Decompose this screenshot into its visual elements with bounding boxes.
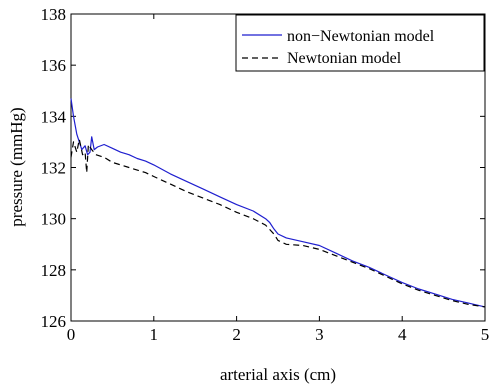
y-tick-label: 134 [41,107,67,126]
x-tick-label: 1 [150,325,159,344]
x-tick-label: 2 [232,325,241,344]
y-tick-label: 128 [41,261,67,280]
y-tick-label: 126 [41,312,67,331]
y-tick-label: 132 [41,159,67,178]
y-tick-label: 130 [41,210,67,229]
axis-ticks: 0 1 2 3 4 5 126 128 130 132 134 136 138 [41,5,490,344]
legend-label-newtonian: Newtonian model [287,50,402,67]
x-axis-title: arterial axis (cm) [220,365,336,384]
series-line-newtonian [70,138,486,308]
y-tick-label: 138 [41,5,67,24]
x-tick-label: 5 [481,325,490,344]
y-tick-label: 136 [41,56,67,75]
x-tick-label: 3 [315,325,324,344]
legend-label-non-newtonian: non−Newtonian model [287,28,435,45]
legend-box [235,14,485,72]
x-tick-label: 0 [67,325,76,344]
series-layer [70,98,486,308]
y-axis-title: pressure (mmHg) [7,107,26,226]
legend: non−Newtonian model Newtonian model [235,14,485,72]
x-tick-label: 4 [398,325,407,344]
series-line-non-newtonian [70,98,486,308]
